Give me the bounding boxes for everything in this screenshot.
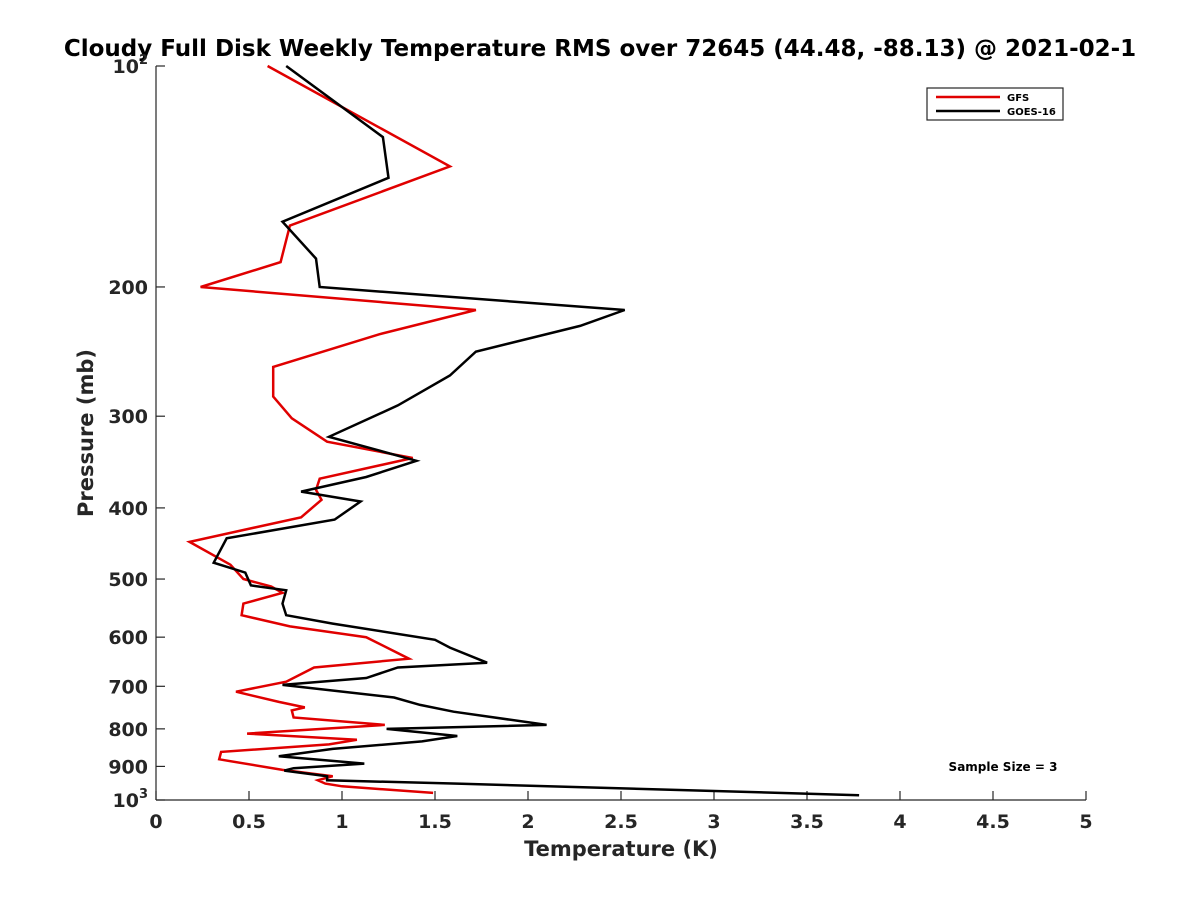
- x-tick-label: 3.5: [790, 811, 824, 833]
- y-tick-label: 200: [108, 277, 148, 299]
- y-axis-ticks: 102 200 300 400 500 600 700 800 900 103: [108, 53, 165, 812]
- y-axis-label: Pressure (mb): [74, 349, 98, 517]
- y-tick-label: 500: [108, 569, 148, 591]
- y-tick-label: 900: [108, 756, 148, 778]
- legend: GFS GOES-16: [926, 87, 1064, 121]
- plot-area: 0 0.5 1 1.5 2 2.5 3 3.5 4 4.5 5 102 200 300 400 500 600…: [108, 53, 1092, 833]
- x-axis-label: Temperature (K): [524, 837, 718, 861]
- y-tick-label: 102: [113, 53, 149, 78]
- series-line-goes16: [211, 64, 860, 797]
- sample-size-annotation: Sample Size = 3: [949, 760, 1058, 774]
- x-tick-label: 4: [893, 811, 906, 833]
- x-tick-label: 1.5: [418, 811, 452, 833]
- x-tick-label: 2.5: [604, 811, 638, 833]
- series-lines: [186, 64, 860, 797]
- y-tick-label: 300: [108, 406, 148, 428]
- x-tick-label: 2: [521, 811, 534, 833]
- x-tick-label: 1: [335, 811, 348, 833]
- x-tick-label: 5: [1079, 811, 1092, 833]
- y-tick-label: 700: [108, 676, 148, 698]
- x-tick-label: 4.5: [976, 811, 1010, 833]
- legend-label-goes16: GOES-16: [1007, 107, 1056, 118]
- y-tick-label: 103: [113, 787, 149, 812]
- x-tick-label: 0: [149, 811, 162, 833]
- series-line-gfs: [186, 64, 477, 795]
- x-tick-label: 3: [707, 811, 720, 833]
- x-tick-label: 0.5: [232, 811, 266, 833]
- legend-box: [926, 87, 1064, 121]
- legend-label-gfs: GFS: [1007, 93, 1029, 104]
- y-tick-label: 400: [108, 498, 148, 520]
- y-tick-label: 800: [108, 719, 148, 741]
- x-axis-ticks: 0 0.5 1 1.5 2 2.5 3 3.5 4 4.5 5: [149, 791, 1093, 833]
- y-tick-label: 600: [108, 627, 148, 649]
- chart-title: Cloudy Full Disk Weekly Temperature RMS …: [64, 36, 1136, 62]
